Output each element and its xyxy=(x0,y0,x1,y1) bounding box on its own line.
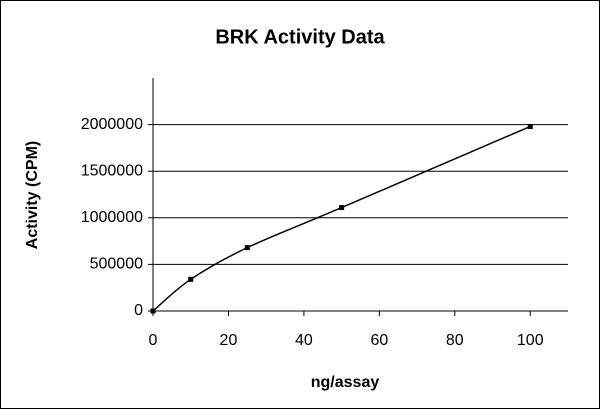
y-tick-label: 0 xyxy=(134,302,143,319)
x-tick-label: 100 xyxy=(517,332,544,349)
y-tick-label: 1000000 xyxy=(81,209,143,226)
x-axis-label: ng/assay xyxy=(311,374,380,391)
data-point xyxy=(339,205,345,211)
data-point xyxy=(150,308,156,314)
data-point xyxy=(188,276,194,282)
y-tick-label: 1500000 xyxy=(81,162,143,179)
data-point xyxy=(244,245,250,251)
y-tick-label: 2000000 xyxy=(81,116,143,133)
x-tick-label: 0 xyxy=(149,332,158,349)
data-line xyxy=(152,125,531,312)
data-point xyxy=(527,123,533,129)
x-tick-label: 60 xyxy=(370,332,388,349)
x-tick-label: 40 xyxy=(295,332,313,349)
chart-title: BRK Activity Data xyxy=(215,26,385,48)
y-tick-label: 500000 xyxy=(90,256,143,273)
y-axis-label: Activity (CPM) xyxy=(24,141,41,249)
x-tick-label: 20 xyxy=(220,332,238,349)
x-tick-label: 80 xyxy=(446,332,464,349)
